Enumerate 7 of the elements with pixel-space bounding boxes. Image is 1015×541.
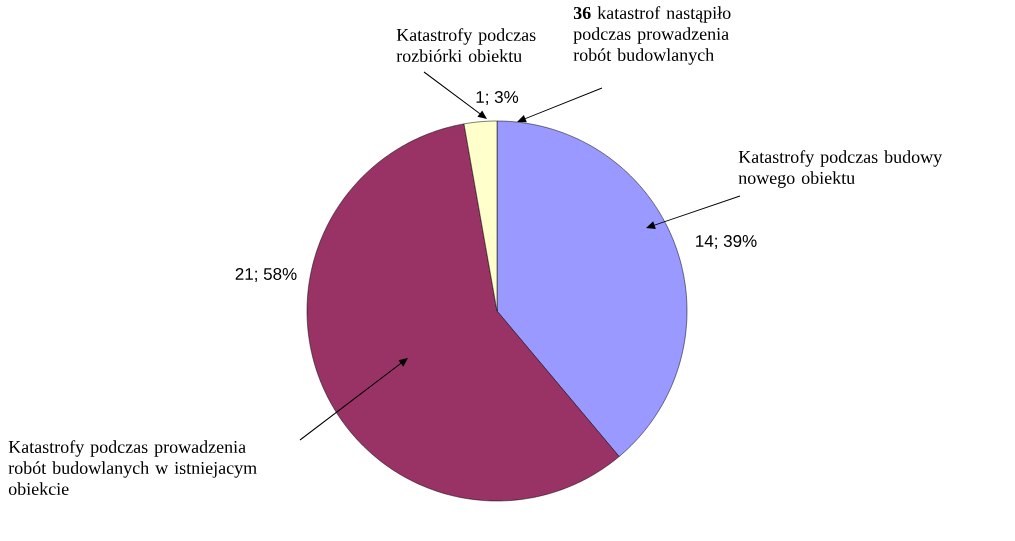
slice-label: Katastrofy podczas prowadzenia robót budowlanych w istniejacym obiekcie xyxy=(8,440,257,496)
slice-label: Katastrofy podczas budowy nowego obiektu xyxy=(738,150,943,188)
text: 36 katastrof nastąpiło podczas prowadzenia robót budowlanych xyxy=(573,6,731,65)
slice-label: Katastrofy podczas rozbiórki obiektu xyxy=(396,28,536,63)
data-label: 14; 39% xyxy=(696,234,757,250)
data-label: 21; 58% xyxy=(235,267,297,283)
data-label: 1; 3% xyxy=(476,90,519,106)
